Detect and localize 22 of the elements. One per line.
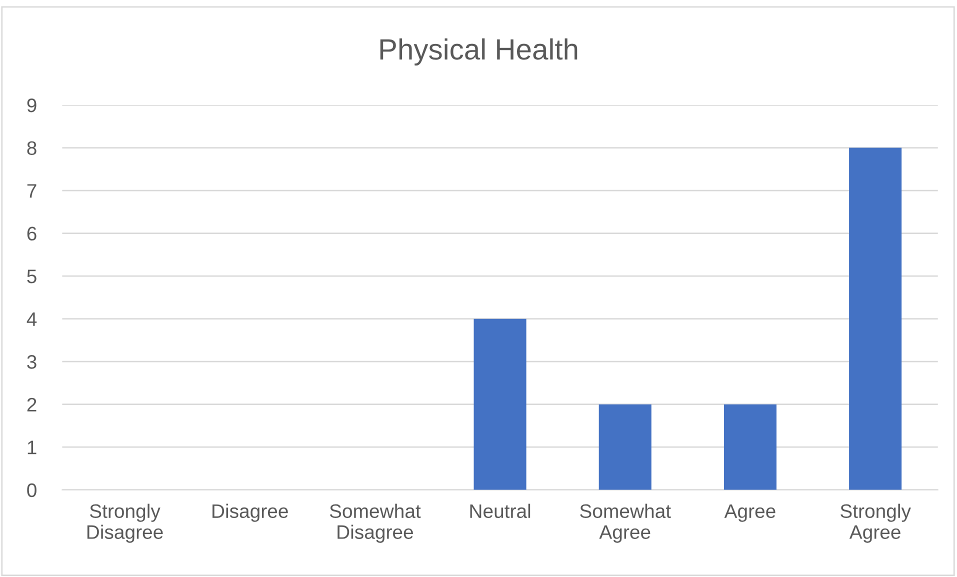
x-tick-label: Disagree	[212, 504, 288, 522]
bar	[474, 318, 526, 490]
x-tick-label: Somewhat Disagree	[330, 504, 421, 543]
bar	[849, 148, 902, 490]
bar	[724, 404, 776, 490]
y-tick-label: 5	[27, 270, 36, 284]
y-tick-label: 8	[27, 141, 36, 156]
x-tick-label: Agree	[724, 504, 776, 522]
bar	[598, 404, 652, 490]
y-tick-label: 0	[27, 483, 36, 498]
chart-title: Physical Health	[380, 38, 578, 66]
y-tick-label: 4	[26, 312, 37, 326]
y-tick-label: 2	[27, 398, 36, 412]
y-tick-label: 1	[28, 440, 36, 454]
y-tick-label: 6	[27, 226, 36, 241]
x-tick-label: Strongly Disagree	[87, 504, 163, 543]
y-tick-label: 7	[27, 184, 36, 198]
y-tick-label: 3	[27, 355, 36, 369]
x-tick-label: Neutral	[470, 504, 530, 518]
x-tick-label: Strongly Agree	[840, 504, 911, 543]
x-tick-label: Somewhat Agree	[580, 504, 671, 543]
y-tick-label: 9	[27, 98, 36, 112]
